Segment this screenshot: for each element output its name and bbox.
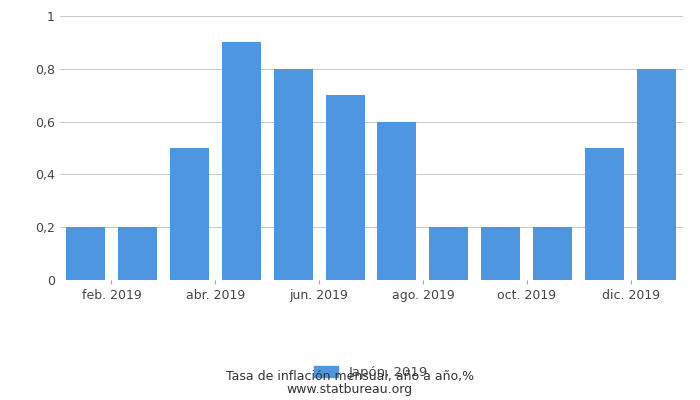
Bar [118, 227, 157, 280]
Bar [585, 148, 624, 280]
Legend: Japón, 2019: Japón, 2019 [309, 360, 433, 384]
Text: Tasa de inflación mensual, año a año,%: Tasa de inflación mensual, año a año,% [226, 370, 474, 383]
Bar [274, 69, 313, 280]
Bar [222, 42, 260, 280]
Bar [170, 148, 209, 280]
Bar [377, 122, 416, 280]
Bar [326, 95, 365, 280]
Bar [429, 227, 468, 280]
Bar [637, 69, 676, 280]
Bar [533, 227, 572, 280]
Text: www.statbureau.org: www.statbureau.org [287, 384, 413, 396]
Bar [482, 227, 520, 280]
Bar [66, 227, 105, 280]
